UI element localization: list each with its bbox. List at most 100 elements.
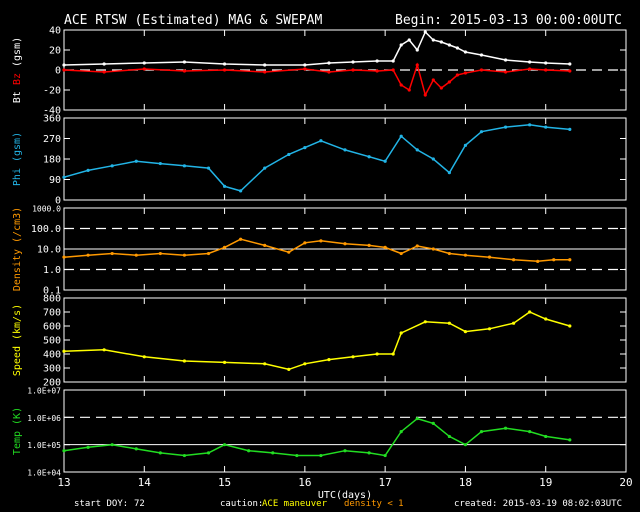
mag-point <box>568 69 572 73</box>
speed-point <box>351 355 355 359</box>
temp-point <box>110 443 114 447</box>
mag-point <box>455 73 459 77</box>
temp-point <box>415 416 419 421</box>
phi-ytick-label: 270 <box>43 134 61 145</box>
mag-point <box>431 78 435 82</box>
mag-point <box>375 69 379 73</box>
phi-point <box>367 155 371 159</box>
temp-xtick-label: 16 <box>298 476 311 489</box>
speed-point <box>142 355 146 359</box>
temp-point <box>222 443 227 447</box>
mag-point <box>351 60 355 64</box>
phi-ytick-label: 0 <box>55 196 61 207</box>
density-point <box>487 255 492 259</box>
density-point <box>447 251 451 256</box>
mag-point <box>447 43 451 47</box>
density-point <box>86 253 90 257</box>
speed-ytick-label: 500 <box>43 336 61 347</box>
phi-point <box>62 175 66 179</box>
mag-point <box>263 63 267 67</box>
phi-point <box>503 125 508 129</box>
phi-point <box>206 166 211 170</box>
mag-point <box>423 30 427 34</box>
start-doy-value: 72 <box>134 499 145 509</box>
phi-point <box>134 159 138 163</box>
mag-point <box>455 46 459 50</box>
mag-point <box>327 70 331 74</box>
mag-point <box>439 86 443 90</box>
temp-point <box>463 443 468 447</box>
speed-point <box>222 360 227 364</box>
phi-point <box>86 168 90 172</box>
density-point <box>182 253 187 257</box>
mag-ytick-label: 0 <box>55 66 61 77</box>
temp-xtick-label: 17 <box>379 476 392 489</box>
density-point <box>239 237 243 241</box>
density-point <box>303 241 307 245</box>
speed-frame <box>63 297 627 383</box>
phi-point <box>383 159 387 163</box>
temp-point <box>528 430 532 434</box>
temp-ytick-label: 1.0E+07 <box>27 387 61 396</box>
mag-point <box>182 69 187 73</box>
mag-ylabel-part: Bt <box>12 91 23 103</box>
speed-ytick-label: 300 <box>43 364 61 375</box>
mag-point <box>399 43 403 47</box>
density-point <box>158 251 162 256</box>
mag-series-bt <box>63 30 570 66</box>
temp-point <box>158 451 162 455</box>
phi-ylabel: Phi (gsm) <box>12 132 23 186</box>
mag-point <box>391 59 395 63</box>
temp-point <box>295 453 299 458</box>
density-point <box>134 253 138 257</box>
density-ytick-label: 0.1 <box>43 286 61 297</box>
phi-point <box>431 157 435 161</box>
temp-ylabel: Temp (K) <box>12 407 23 455</box>
density-point <box>343 242 347 246</box>
phi-frame <box>63 117 627 201</box>
density-point <box>511 258 516 262</box>
temp-xlabel: UTC(days) <box>318 490 372 501</box>
mag-point <box>447 80 451 84</box>
temp-point <box>62 449 66 453</box>
mag-ytick-label: 40 <box>49 26 61 37</box>
phi-point <box>479 130 484 134</box>
temp-point <box>503 426 508 430</box>
temp-point <box>343 449 347 453</box>
density-point <box>399 251 403 256</box>
mag-point <box>182 60 187 64</box>
mag-point <box>303 63 307 67</box>
speed-point <box>447 321 451 325</box>
speed-point <box>263 362 267 366</box>
temp-xtick-label: 20 <box>619 476 632 489</box>
density-point <box>463 253 468 257</box>
temp-point <box>568 438 572 442</box>
speed-point <box>62 349 66 353</box>
phi-point <box>399 134 403 138</box>
phi-point <box>239 189 243 193</box>
density-point <box>319 239 323 243</box>
mag-point <box>568 62 572 66</box>
density-point <box>263 243 267 247</box>
temp-point <box>319 453 323 458</box>
mag-point <box>222 68 227 72</box>
density-point <box>206 251 211 256</box>
temp-point <box>247 449 251 453</box>
phi-ytick-label: 90 <box>49 175 61 186</box>
temp-point <box>447 434 451 439</box>
speed-point <box>375 352 379 356</box>
phi-point <box>528 123 532 127</box>
mag-point <box>528 60 532 64</box>
mag-point <box>415 48 419 52</box>
temp-point <box>544 434 548 439</box>
density-point <box>415 244 419 248</box>
temp-point <box>86 445 90 449</box>
phi-panel: 360 270 180 90 0 Phi (gsm) <box>12 114 627 207</box>
start-doy-label: start DOY: <box>74 499 128 509</box>
temp-xtick-label: 14 <box>138 476 152 489</box>
speed-point <box>287 367 291 371</box>
speed-ytick-label: 800 <box>43 294 61 305</box>
density-ylabel: Density (/cm3) <box>12 207 23 291</box>
speed-point <box>423 320 427 324</box>
